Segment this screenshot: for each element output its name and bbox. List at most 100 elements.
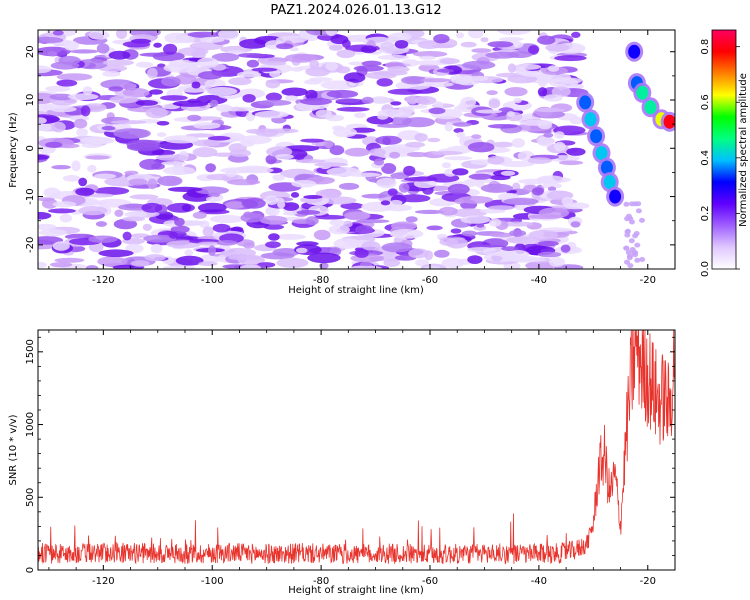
heatmap-noise-blob — [197, 241, 222, 246]
x-tick-label: -60 — [422, 576, 438, 587]
heatmap-noise-blob — [122, 231, 132, 241]
heatmap-noise-blob — [509, 230, 527, 237]
heatmap-noise-blob — [329, 145, 345, 156]
heatmap-noise-blob — [517, 150, 535, 162]
heatmap-noise-blob — [361, 96, 374, 104]
heatmap-noise-blob — [265, 79, 281, 89]
x-tick-label: -20 — [640, 275, 656, 286]
heatmap-noise-blob — [413, 179, 437, 189]
heatmap-noise-blob — [265, 92, 282, 102]
heatmap-noise-blob — [54, 257, 85, 263]
heatmap-noise-blob — [38, 197, 55, 202]
heatmap-noise-blob — [488, 205, 515, 211]
heatmap-noise-blob — [468, 173, 493, 180]
heatmap-noise-blob — [389, 229, 424, 239]
heatmap-noise-blob — [122, 216, 146, 222]
x-tick-label: -120 — [92, 275, 115, 286]
heatmap-noise-blob — [436, 233, 448, 240]
heatmap-noise-blob — [460, 41, 477, 48]
heatmap-noise-blob — [272, 248, 300, 257]
heatmap-noise-blob — [177, 47, 209, 56]
heatmap-noise-blob — [38, 211, 52, 220]
heatmap-noise-blob — [426, 225, 443, 231]
heatmap-noise-blob — [369, 148, 387, 157]
heatmap-noise-blob — [116, 30, 128, 39]
heatmap-noise-blob — [177, 84, 211, 93]
heatmap-noise-blob — [160, 95, 188, 101]
y-tick-label: 0 — [25, 567, 36, 573]
heatmap-noise-blob — [528, 230, 559, 240]
heatmap-noise-blob — [207, 136, 231, 141]
heatmap-noise-blob — [175, 255, 204, 266]
heatmap-noise-blob — [380, 200, 391, 206]
heatmap-noise-blob — [408, 104, 428, 109]
heatmap-feature — [636, 85, 649, 100]
heatmap-noise-blob — [354, 112, 367, 119]
heatmap-noise-blob — [406, 151, 429, 158]
heatmap-noise-blob — [51, 121, 66, 133]
heatmap-noise-blob — [269, 69, 281, 78]
heatmap-noise-blob — [319, 262, 329, 269]
heatmap-noise-blob — [161, 76, 181, 87]
heatmap-noise-blob — [639, 217, 645, 223]
heatmap-noise-blob — [414, 133, 428, 142]
heatmap-noise-blob — [373, 158, 385, 166]
heatmap-noise-blob — [433, 34, 450, 44]
x-tick-label: -80 — [313, 576, 329, 587]
heatmap-noise-blob — [272, 174, 286, 181]
heatmap-noise-blob — [63, 40, 79, 51]
heatmap-noise-blob — [488, 99, 501, 109]
heatmap-noise-blob — [537, 136, 555, 147]
heatmap-noise-blob — [631, 250, 638, 256]
snr-series-line — [38, 330, 675, 565]
heatmap-noise-blob — [85, 193, 114, 198]
heatmap-noise-blob — [330, 34, 349, 45]
heatmap-x-ticks: -120 -100 -80 -60 -40 -20 — [48, 30, 676, 286]
heatmap-noise-blob — [102, 59, 134, 66]
heatmap-noise-blob — [56, 79, 78, 87]
heatmap-noise-blob — [122, 87, 150, 98]
heatmap-noise-blob — [51, 165, 71, 170]
heatmap-noise-blob — [156, 132, 167, 138]
heatmap-noise-blob — [129, 194, 159, 200]
y-tick-label: -20 — [25, 237, 36, 253]
heatmap-noise-blob — [325, 30, 338, 36]
heatmap-noise-blob — [281, 87, 309, 97]
heatmap-noise-blob — [388, 32, 412, 41]
heatmap-noise-blob — [471, 134, 482, 139]
heatmap-noise-blob — [377, 114, 389, 120]
heatmap-noise-blob — [73, 118, 88, 129]
heatmap-noise-blob — [404, 176, 438, 182]
heatmap-noise-blob — [635, 208, 642, 214]
heatmap-noise-blob — [47, 51, 58, 57]
heatmap-noise-blob — [439, 58, 460, 65]
heatmap-noise-blob — [554, 131, 565, 139]
heatmap-noise-blob — [265, 207, 277, 215]
heatmap-noise-blob — [329, 219, 345, 226]
heatmap-noise-blob — [52, 241, 70, 251]
colorbar-tick-label: 0.8 — [700, 39, 711, 55]
heatmap-noise-blob — [506, 111, 515, 117]
heatmap-noise-blob — [76, 128, 88, 137]
heatmap-noise-blob — [431, 44, 454, 49]
heatmap-noise-blob — [38, 117, 47, 124]
heatmap-noise-blob — [566, 147, 586, 156]
heatmap-noise-blob — [313, 229, 331, 241]
heatmap-feature-layer — [576, 41, 675, 207]
heatmap-noise-blob — [56, 73, 93, 81]
heatmap-noise-blob — [163, 63, 199, 73]
heatmap-noise-blob — [191, 139, 221, 147]
heatmap-noise-blob — [441, 258, 465, 269]
y-tick-label: 500 — [25, 488, 36, 507]
heatmap-noise-blob — [315, 109, 332, 118]
heatmap-feature — [663, 114, 675, 129]
heatmap-noise-blob — [296, 241, 319, 247]
heatmap-noise-blob — [338, 182, 360, 190]
heatmap-noise-blob — [370, 96, 391, 105]
heatmap-noise-blob — [78, 206, 108, 216]
heatmap-noise-blob — [145, 107, 168, 119]
heatmap-noise-blob — [225, 201, 246, 209]
heatmap-noise-blob — [191, 81, 201, 89]
heatmap-noise-blob — [325, 114, 345, 122]
